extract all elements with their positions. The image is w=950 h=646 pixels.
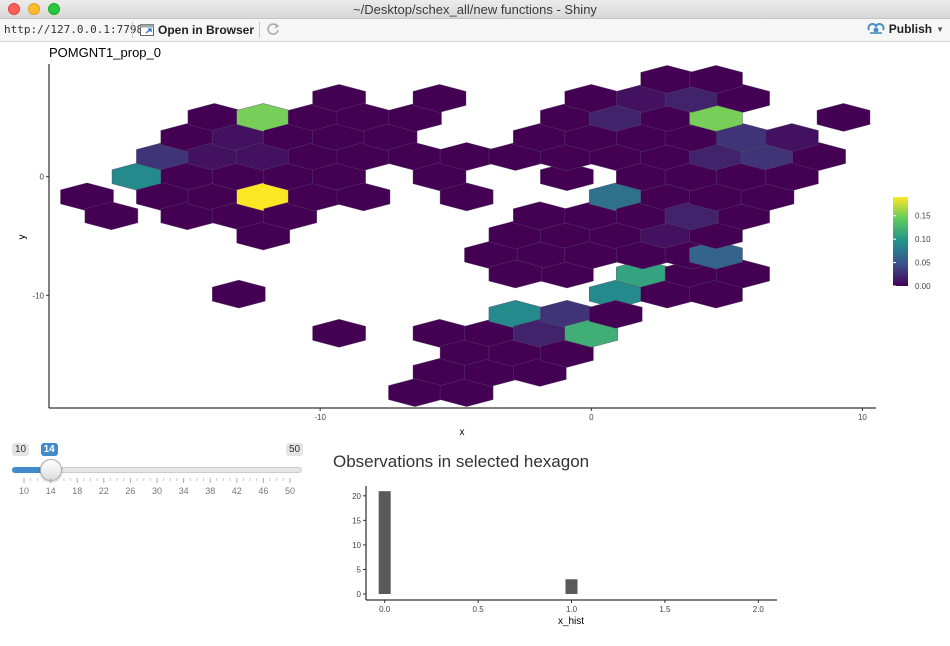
y-axis-ticks: 0 -10 (32, 173, 49, 300)
slider-value-label: 14 (40, 443, 58, 456)
slider-tick-label: 50 (285, 486, 295, 496)
slider-tick-label: 14 (46, 486, 56, 496)
colorbar-tick-label: 0.15 (915, 212, 931, 221)
slider-ticks: 10 14 18 22 26 30 34 38 42 46 50 (19, 478, 295, 496)
hist-y-tick-label: 5 (357, 565, 362, 574)
publish-icon (867, 23, 885, 34)
hexagon-cell[interactable] (336, 182, 391, 212)
refresh-icon[interactable] (266, 22, 280, 36)
colorbar-tick-label: 0.00 (915, 282, 931, 291)
hexbin-plot[interactable]: POMGNT1_prop_0 -10 0 10 0-10 x y 0.150.100… (0, 42, 950, 442)
hexagon-cell[interactable] (412, 84, 467, 113)
hexagon-count-slider[interactable]: 10 50 14 10 14 18 22 26 30 34 38 42 46 50 (12, 440, 304, 500)
plot-title: POMGNT1_prop_0 (49, 45, 161, 60)
minimize-window-button[interactable] (28, 3, 40, 15)
slider-tick-label: 10 (19, 486, 29, 496)
open-in-browser-label: Open in Browser (158, 23, 255, 37)
hexagon-cell[interactable] (689, 65, 743, 94)
x-axis-label: x (460, 427, 465, 438)
x-tick-label: 10 (858, 413, 867, 422)
slider-tick-label: 30 (152, 486, 162, 496)
histogram-bar (565, 579, 578, 594)
open-in-browser-button[interactable]: Open in Browser (140, 22, 254, 38)
hexagon-cell[interactable] (439, 182, 494, 212)
hexagon-cell[interactable] (816, 103, 871, 132)
x-axis-ticks: -10 0 10 (314, 408, 867, 422)
hexagon-cell[interactable] (84, 201, 139, 231)
close-window-button[interactable] (8, 3, 20, 15)
y-tick-label: -10 (32, 291, 44, 300)
colorbar (893, 197, 908, 286)
hist-x-axis-label: x_hist (558, 616, 584, 627)
histogram-bars (378, 491, 578, 594)
toolbar-divider (259, 22, 260, 38)
hist-x-tick-label: 1.0 (566, 605, 578, 614)
hexagon-cell[interactable] (488, 259, 543, 289)
slider-tick-label: 38 (205, 486, 215, 496)
hist-x-tick-label: 2.0 (753, 605, 765, 614)
slider-max-label: 50 (286, 443, 304, 456)
y-tick-label: 0 (40, 173, 45, 182)
window-title: ~/Desktop/schex_all/new functions - Shin… (353, 2, 597, 17)
hexagon-layer[interactable] (60, 65, 871, 407)
colorbar-tick-label: 0.05 (915, 259, 931, 268)
hist-x-tick-label: 1.5 (659, 605, 671, 614)
hexagon-cell[interactable] (589, 300, 643, 329)
chevron-down-icon[interactable]: ▼ (936, 24, 944, 34)
x-tick-label: 0 (589, 413, 594, 422)
hist-y-tick-label: 15 (352, 516, 361, 525)
histogram-plot: 0.0 0.5 1.0 1.5 2.0 0 5 10 15 20 x_hist (352, 486, 777, 627)
zoom-window-button[interactable] (48, 3, 60, 15)
hist-x-axis-ticks: 0.0 0.5 1.0 1.5 2.0 (379, 600, 764, 614)
hist-y-tick-label: 10 (352, 541, 361, 550)
slider-fill (12, 467, 51, 473)
hist-y-tick-label: 0 (357, 590, 362, 599)
histogram-bar (378, 491, 391, 594)
slider-tick-label: 26 (125, 486, 135, 496)
hist-y-axis-ticks: 0 5 10 15 20 (352, 492, 366, 599)
colorbar-ticks: 0.15 0.10 0.05 0.00 (893, 212, 931, 291)
toolbar-divider (132, 22, 133, 38)
slider-min-label: 10 (12, 443, 30, 456)
slider-tick-label: 46 (258, 486, 268, 496)
y-axis-label: y (17, 235, 28, 240)
slider-tick-label: 34 (179, 486, 189, 496)
slider-tick-label: 18 (72, 486, 82, 496)
hexagon-cell[interactable] (212, 279, 266, 309)
histogram-section-title: Observations in selected hexagon (333, 452, 590, 471)
browser-window-icon (140, 24, 154, 36)
x-tick-label: -10 (314, 413, 326, 422)
publish-button[interactable]: Publish ▼ (867, 22, 944, 36)
hist-y-tick-label: 20 (352, 492, 361, 501)
hist-x-tick-label: 0.0 (379, 605, 391, 614)
colorbar-tick-label: 0.10 (915, 235, 931, 244)
slider-tick-label: 42 (232, 486, 242, 496)
hist-x-tick-label: 0.5 (473, 605, 485, 614)
hexagon-cell[interactable] (312, 319, 366, 348)
hexagon-cell[interactable] (689, 240, 743, 270)
viewer-toolbar: http://127.0.0.1:7798 Open in Browser Pu… (0, 19, 950, 42)
slider-tick-label: 22 (99, 486, 109, 496)
window-titlebar: ~/Desktop/schex_all/new functions - Shin… (0, 0, 950, 19)
url-field[interactable]: http://127.0.0.1:7798 (4, 23, 144, 36)
hexagon-cell[interactable] (765, 123, 819, 152)
publish-label: Publish (888, 22, 933, 36)
hexagon-cell[interactable] (540, 162, 594, 191)
